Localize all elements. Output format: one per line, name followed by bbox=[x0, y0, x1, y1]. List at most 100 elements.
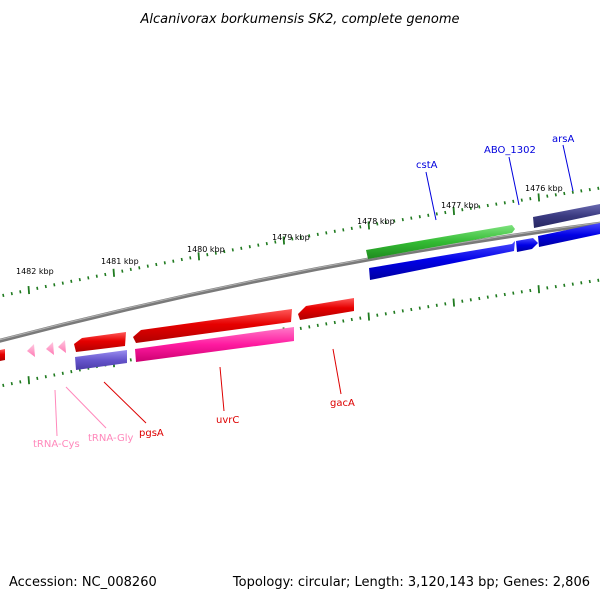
gene-label-pgsA[interactable]: pgsA bbox=[139, 428, 164, 439]
map-title: Alcanivorax borkumensis SK2, complete ge… bbox=[139, 12, 459, 27]
outer-tick bbox=[571, 190, 574, 194]
gene-blue-long[interactable] bbox=[369, 241, 515, 280]
gene-label-ABO_1302[interactable]: ABO_1302 bbox=[484, 145, 536, 156]
gene-ABO_1302[interactable] bbox=[516, 238, 538, 252]
inner-tick bbox=[529, 288, 532, 293]
outer-tick bbox=[172, 259, 175, 263]
outer-tick bbox=[27, 286, 30, 295]
inner-tick bbox=[393, 310, 396, 314]
inner-tick bbox=[299, 326, 302, 331]
gene-uvrC[interactable] bbox=[133, 309, 292, 343]
inner-tick bbox=[597, 278, 600, 282]
outer-tick bbox=[546, 194, 549, 198]
kbp-label-1478: 1478 kbp bbox=[357, 217, 395, 226]
outer-tick bbox=[138, 266, 141, 270]
outer-tick bbox=[87, 276, 90, 280]
outer-tick bbox=[112, 268, 115, 277]
gene-label-uvrC[interactable]: uvrC bbox=[216, 415, 239, 426]
leader-cstA bbox=[425, 171, 437, 221]
gene-arsA-top[interactable] bbox=[533, 204, 600, 228]
inner-tick bbox=[36, 376, 39, 381]
leader-ABO_1302 bbox=[508, 156, 520, 206]
leader-pgsA bbox=[103, 381, 147, 424]
outer-tick bbox=[197, 252, 200, 261]
outer-tick bbox=[597, 186, 600, 190]
outer-tick bbox=[223, 249, 226, 254]
leader-tRNA-Cys bbox=[54, 389, 58, 437]
gene-cstA[interactable] bbox=[366, 225, 515, 259]
outer-tick bbox=[486, 203, 489, 208]
outer-tick bbox=[342, 228, 345, 232]
inner-tick bbox=[376, 313, 379, 317]
outer-tick bbox=[274, 240, 277, 244]
outer-tick bbox=[2, 293, 5, 298]
gene-label-tRNA-Gly[interactable]: tRNA-Gly bbox=[88, 433, 133, 444]
gene-label-cstA[interactable]: cstA bbox=[416, 160, 438, 171]
inner-tick bbox=[359, 316, 362, 320]
inner-tick bbox=[333, 320, 336, 325]
inner-tick bbox=[486, 295, 489, 299]
leader-uvrC bbox=[219, 366, 225, 412]
inner-tick bbox=[418, 306, 421, 310]
outer-tick bbox=[520, 198, 523, 202]
inner-tick bbox=[588, 279, 591, 284]
outer-tick bbox=[495, 202, 498, 206]
leader-tRNA-Gly bbox=[65, 386, 107, 429]
trna-marker-1[interactable] bbox=[27, 344, 35, 357]
outer-tick bbox=[180, 257, 183, 262]
outer-tick bbox=[44, 284, 47, 289]
gene-gacA[interactable] bbox=[298, 298, 354, 320]
outer-tick bbox=[104, 272, 107, 277]
inner-tick bbox=[384, 312, 387, 316]
outer-tick bbox=[19, 290, 22, 294]
gene-red-edge[interactable] bbox=[0, 349, 5, 361]
inner-tick bbox=[401, 309, 404, 313]
inner-tick bbox=[495, 294, 498, 298]
outer-tick bbox=[588, 187, 591, 192]
outer-tick bbox=[367, 221, 370, 230]
inner-tick bbox=[571, 282, 574, 286]
inner-tick bbox=[444, 302, 447, 306]
inner-tick bbox=[469, 298, 472, 302]
outer-tick bbox=[316, 232, 319, 237]
outer-tick bbox=[333, 229, 336, 233]
inner-tick bbox=[546, 286, 549, 290]
gene-pink[interactable] bbox=[135, 327, 294, 362]
outer-tick bbox=[248, 245, 251, 249]
outer-tick bbox=[36, 286, 39, 290]
trna-marker-2[interactable] bbox=[46, 342, 54, 355]
inner-tick bbox=[308, 325, 311, 329]
inner-tick bbox=[478, 296, 481, 301]
inner-tick bbox=[554, 284, 557, 289]
outer-tick bbox=[529, 197, 532, 201]
outer-tick bbox=[503, 201, 506, 205]
trna-marker-3[interactable] bbox=[58, 340, 66, 353]
inner-tick bbox=[19, 380, 22, 384]
outer-tick bbox=[61, 281, 64, 285]
kbp-label-1480: 1480 kbp bbox=[187, 245, 225, 254]
leader-gacA bbox=[332, 348, 342, 395]
inner-tick bbox=[563, 283, 566, 287]
gene-pgsA[interactable] bbox=[74, 332, 126, 352]
gene-label-arsA[interactable]: arsA bbox=[552, 134, 574, 145]
outer-tick bbox=[554, 193, 557, 197]
genome-summary-text: Topology: circular; Length: 3,120,143 bp… bbox=[232, 575, 590, 590]
inner-tick bbox=[316, 323, 319, 328]
genome-backbone bbox=[0, 221, 600, 343]
outer-tick bbox=[231, 248, 234, 252]
gene-blue-right[interactable] bbox=[538, 223, 600, 247]
outer-tick bbox=[78, 277, 81, 282]
outer-tick bbox=[291, 237, 294, 241]
gene-label-gacA[interactable]: gacA bbox=[330, 398, 355, 409]
outer-tick bbox=[444, 210, 447, 215]
kbp-label-1476: 1476 kbp bbox=[525, 184, 563, 193]
outer-tick bbox=[214, 251, 217, 255]
outer-tick bbox=[53, 283, 56, 287]
outer-tick bbox=[359, 225, 362, 229]
gene-label-tRNA-Cys[interactable]: tRNA-Cys bbox=[33, 439, 80, 450]
inner-tick bbox=[61, 371, 64, 375]
inner-tick bbox=[44, 375, 47, 379]
ticks-outer-row bbox=[2, 186, 600, 298]
kbp-label-1481: 1481 kbp bbox=[101, 257, 139, 266]
gene-slate[interactable] bbox=[75, 350, 127, 370]
